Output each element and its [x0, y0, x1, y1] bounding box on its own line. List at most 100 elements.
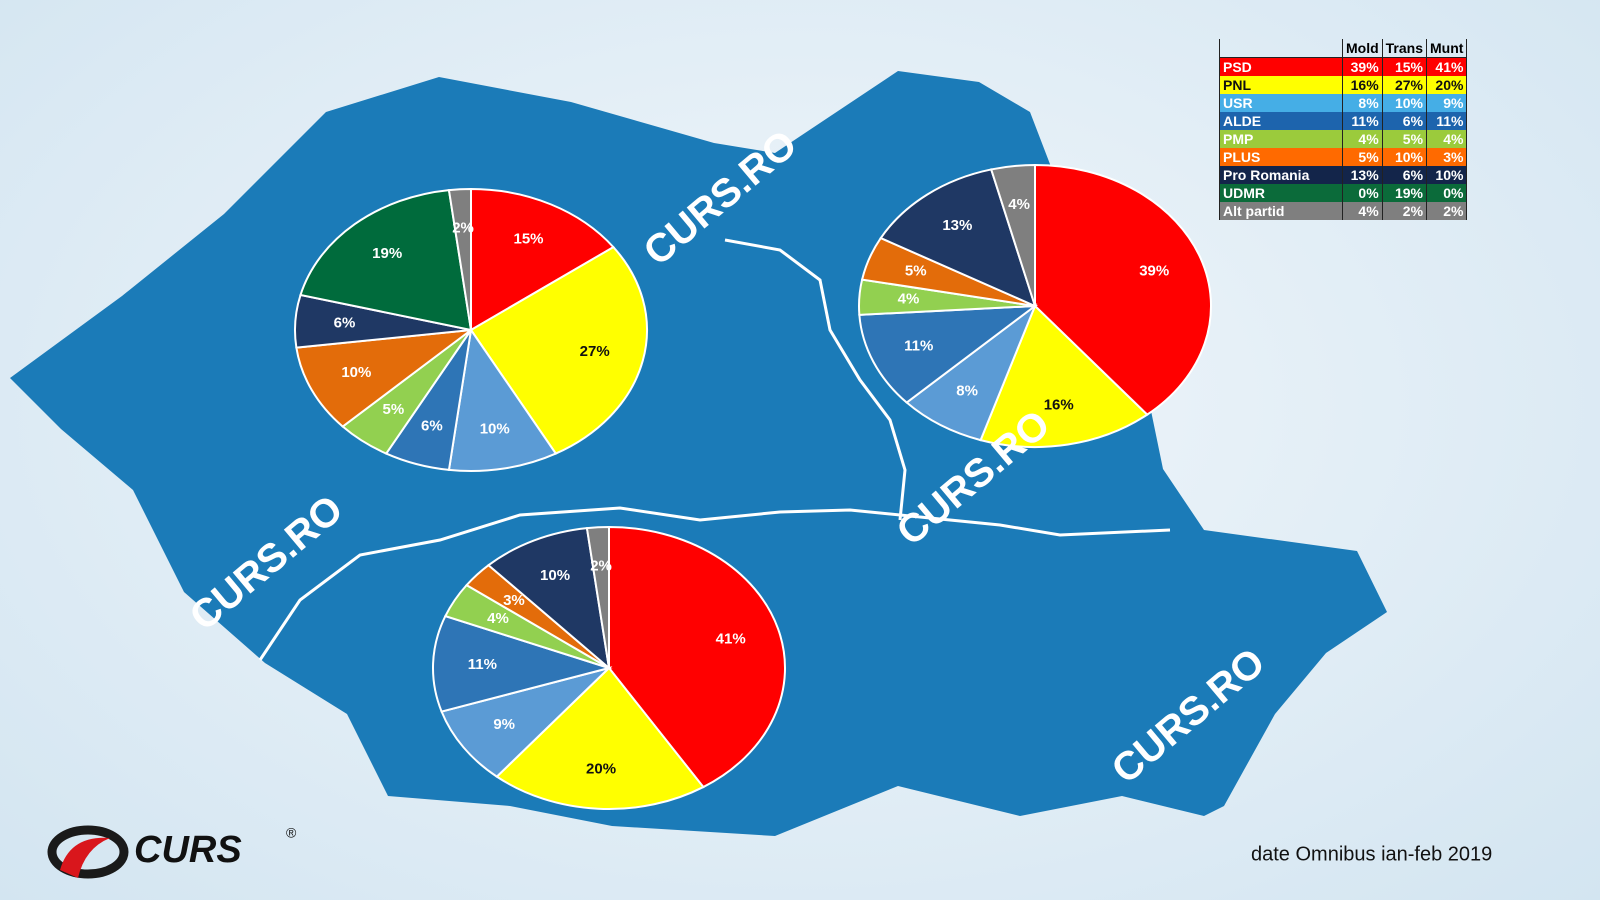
river [258, 506, 1171, 661]
table-cell: 13% [1342, 166, 1383, 184]
table-cell: 11% [1342, 112, 1383, 130]
logo-icon [60, 837, 110, 878]
table-row: PLUS 5% 10% 3% [1219, 148, 1468, 166]
data-label: 10% [540, 567, 570, 584]
data-label: 13% [942, 217, 972, 234]
table-row: Alt partid 4% 2% 2% [1219, 202, 1468, 220]
data-label: 41% [716, 631, 746, 648]
table-row: PNL 16% 27% 20% [1219, 76, 1468, 94]
table-cell: 16% [1342, 76, 1383, 94]
pie-slice [295, 328, 475, 428]
pie-slice [447, 187, 472, 331]
data-label: 10% [480, 421, 510, 438]
table-row: Pro Romania 13% 6% 10% [1219, 166, 1468, 184]
data-label: 8% [956, 383, 978, 400]
pie-slice [585, 525, 610, 669]
pie-slice [879, 168, 1037, 308]
logo-icon [47, 825, 129, 879]
river [724, 238, 907, 521]
pie-slice [440, 666, 613, 778]
table-cell: UDMR [1219, 184, 1343, 202]
table-cell: Trans [1381, 39, 1428, 58]
table-cell: 6% [1381, 166, 1428, 184]
data-label: 10% [341, 364, 371, 381]
table-row: PMP 4% 5% 4% [1219, 130, 1468, 148]
data-label: 2% [452, 220, 474, 237]
table-cell: 19% [1381, 184, 1428, 202]
table-cell: 15% [1381, 57, 1428, 76]
table-cell: Munt [1426, 39, 1468, 58]
table-cell: PMP [1219, 130, 1343, 148]
table-cell: 39% [1342, 57, 1383, 76]
table-cell: 10% [1381, 94, 1428, 112]
table-cell: PNL [1219, 76, 1343, 94]
table-cell: 2% [1426, 202, 1468, 220]
pie-slice [495, 666, 705, 810]
pie-slice [470, 187, 615, 332]
table-cell: 20% [1426, 76, 1468, 94]
table-row: USR 8% 10% 9% [1219, 94, 1468, 112]
table-cell: 8% [1342, 94, 1383, 112]
pie-slice [299, 189, 473, 332]
data-label: 2% [590, 558, 612, 575]
table-cell: 4% [1342, 130, 1383, 148]
pie-slice [486, 527, 611, 671]
table-cell: ALDE [1219, 112, 1343, 130]
data-label: 20% [586, 760, 616, 777]
table-row: ALDE 11% 6% 11% [1219, 112, 1468, 130]
table-cell: 41% [1426, 57, 1468, 76]
data-label: 11% [904, 337, 933, 354]
data-label: 27% [580, 343, 610, 360]
pie-slice [432, 614, 613, 713]
footnote: date Omnibus ian-feb 2019 [1251, 843, 1492, 865]
data-label: 9% [493, 716, 515, 733]
table-cell: PSD [1219, 57, 1343, 76]
data-label: 11% [468, 656, 497, 673]
table-cell: 0% [1342, 184, 1383, 202]
data-label: 4% [487, 610, 509, 627]
table-cell: 9% [1426, 94, 1468, 112]
table-cell: PLUS [1219, 148, 1343, 166]
pie-slice [905, 303, 1038, 442]
table-cell: 10% [1381, 148, 1428, 166]
pie-slice [469, 245, 648, 455]
pie-slice [858, 304, 1039, 404]
table-cell: Pro Romania [1219, 166, 1343, 184]
logo-mark: ® [286, 825, 297, 841]
table-cell: Alt partid [1219, 202, 1343, 220]
data-label: 5% [382, 401, 404, 418]
logo: CURS [134, 829, 242, 871]
table-cell: 5% [1342, 148, 1383, 166]
table-cell: 27% [1381, 76, 1428, 94]
pie-slice [979, 304, 1149, 448]
table-cell: 4% [1426, 130, 1468, 148]
data-label: 19% [372, 245, 402, 262]
table-cell: 2% [1381, 202, 1428, 220]
table-cell: 0% [1426, 184, 1468, 202]
table-cell: 11% [1426, 112, 1468, 130]
table-cell [1219, 39, 1343, 58]
table-cell: Mold [1342, 39, 1383, 58]
data-label: 3% [503, 592, 525, 609]
data-label: 6% [421, 418, 443, 435]
data-label: 5% [905, 263, 927, 280]
results-table: Mold Trans Munt PSD 39% 15% 41% PNL 16% 27% 20% USR… [1219, 39, 1468, 220]
data-label: 15% [514, 231, 544, 248]
table-row: UDMR 0% 19% 0% [1219, 184, 1468, 202]
table-cell: 5% [1381, 130, 1428, 148]
data-label: 4% [1008, 196, 1030, 213]
pie-slice [989, 163, 1036, 307]
data-label: 16% [1044, 397, 1074, 414]
table-cell: 10% [1426, 166, 1468, 184]
table-cell: 4% [1342, 202, 1383, 220]
table-cell: USR [1219, 94, 1343, 112]
table-row: PSD 39% 15% 41% [1219, 57, 1468, 76]
table-row: Mold Trans Munt [1219, 39, 1468, 58]
table-cell: 6% [1381, 112, 1428, 130]
pie-slice [447, 327, 558, 472]
pie-slice [1034, 163, 1212, 416]
data-label: 6% [334, 315, 356, 332]
data-label: 39% [1139, 263, 1169, 280]
